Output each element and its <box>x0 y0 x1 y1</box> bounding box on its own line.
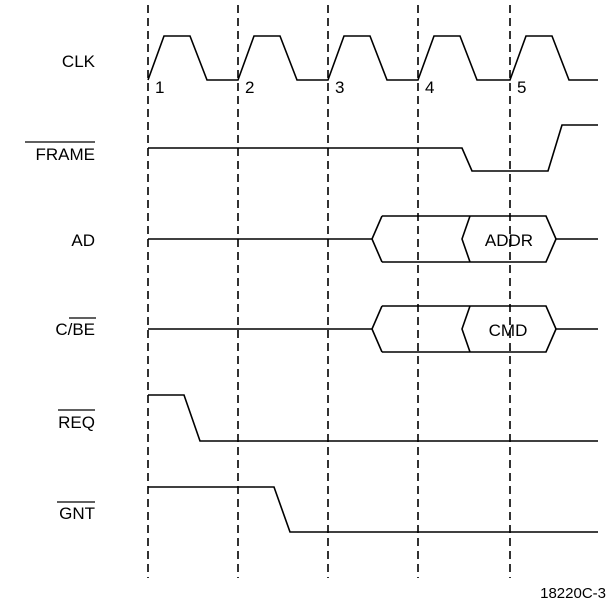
frame-waveform <box>148 124 598 172</box>
signal-label-req: REQ <box>58 413 95 432</box>
signal-label-frame: FRAME <box>36 145 96 164</box>
ad-bus-upper-rail <box>382 215 557 240</box>
signal-label-cbe-prefix: C/ <box>55 320 72 339</box>
cbe-bus-waveform <box>148 305 598 353</box>
signal-label-ad: AD <box>71 231 95 250</box>
signal-label-cbe: C/BE <box>55 320 95 339</box>
cbe-bus-lower-rail <box>382 328 557 353</box>
gnt-waveform <box>148 486 598 533</box>
clock-edge-markers <box>147 5 511 578</box>
signal-label-clk: CLK <box>62 52 96 71</box>
clock-cycle-number-2: 2 <box>245 78 254 97</box>
clock-cycle-number-5: 5 <box>517 78 526 97</box>
signal-label-cbe-bar: BE <box>72 320 95 339</box>
ad-bus-value: ADDR <box>485 231 533 250</box>
clk-waveform <box>147 35 598 81</box>
ad-bus-lower-rail <box>382 238 557 263</box>
cbe-bus-value: CMD <box>489 321 528 340</box>
cbe-bus-upper-rail <box>382 305 557 330</box>
ad-bus-start-edge <box>371 215 383 263</box>
req-waveform <box>148 394 598 442</box>
signal-label-gnt: GNT <box>59 504 95 523</box>
cbe-bus-start-edge <box>371 305 383 353</box>
clock-cycle-number-1: 1 <box>155 78 164 97</box>
cbe-bus-transition <box>461 305 471 353</box>
ad-bus-transition <box>461 215 471 263</box>
clock-cycle-number-4: 4 <box>425 78 434 97</box>
clock-cycle-number-3: 3 <box>335 78 344 97</box>
ad-bus-waveform <box>148 215 598 263</box>
figure-id: 18220C-3 <box>540 585 606 602</box>
